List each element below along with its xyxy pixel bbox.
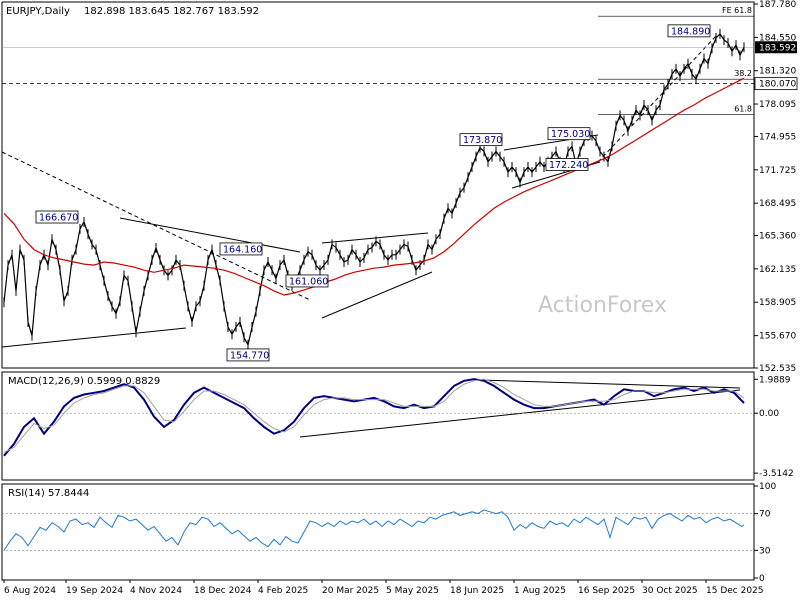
current-price-tag: 183.592 bbox=[755, 41, 797, 54]
price-tag-text: 180.070 bbox=[759, 80, 796, 90]
rsi-panel-frame bbox=[1, 483, 755, 581]
price-annotation: 166.670 bbox=[35, 210, 79, 224]
price-tick-label: 187.780 bbox=[759, 0, 796, 10]
trendline-lower-wedge bbox=[1, 327, 187, 348]
x-tick-label: 5 May 2025 bbox=[386, 586, 439, 596]
price-tick-label: 178.095 bbox=[759, 100, 796, 110]
annotation-text: 166.670 bbox=[39, 213, 78, 224]
price-tag-180070: 180.070 bbox=[754, 77, 798, 91]
x-tick-label: 20 Mar 2025 bbox=[322, 586, 379, 596]
macd-trendline-lower bbox=[299, 389, 741, 438]
annotation-box bbox=[35, 210, 79, 224]
current-price-box bbox=[755, 41, 797, 54]
annotation-text: 184.890 bbox=[671, 26, 710, 37]
macd-signal-series bbox=[3, 378, 745, 453]
x-tick-label: 16 Sep 2025 bbox=[578, 586, 635, 596]
x-tick-label: 1 Aug 2025 bbox=[514, 586, 566, 596]
price-series bbox=[3, 32, 745, 347]
rsi-tick-label: 70 bbox=[759, 510, 771, 520]
price-tick-label: 158.905 bbox=[759, 298, 796, 308]
annotation-text: 172.240 bbox=[549, 160, 588, 171]
annotation-box bbox=[219, 242, 263, 256]
fib-level-label: FE 61.8 bbox=[722, 6, 752, 15]
rsi-title: RSI(14) 57.8444 bbox=[8, 488, 89, 499]
annotation-box bbox=[547, 127, 591, 141]
rsi-tick-label: 30 bbox=[759, 546, 771, 556]
x-tick-label: 18 Dec 2024 bbox=[194, 586, 252, 596]
price-annotation: 161.060 bbox=[285, 274, 329, 288]
macd-tick-label: 0.00 bbox=[759, 409, 779, 419]
price-tag-box bbox=[754, 77, 798, 91]
fib-level-label: 61.8 bbox=[734, 104, 752, 113]
x-tick-label: 30 Oct 2025 bbox=[642, 586, 698, 596]
trendline-dashed-up bbox=[597, 35, 717, 163]
price-annotation: 154.770 bbox=[226, 348, 270, 362]
macd-layer bbox=[2, 378, 754, 457]
ma-series bbox=[3, 77, 745, 296]
axis-layer: 187.780 184.550 181.320 178.095 174.955 171.7… bbox=[3, 0, 798, 596]
macd-trendline-upper bbox=[479, 379, 741, 389]
price-tick-label: 155.670 bbox=[759, 332, 796, 342]
price-panel-frame bbox=[1, 1, 755, 369]
annotation-box bbox=[667, 24, 711, 38]
annotation-box bbox=[226, 348, 270, 362]
price-annotation: 164.160 bbox=[219, 242, 263, 256]
price-annotation: 184.890 bbox=[667, 24, 711, 38]
x-tick-label: 18 Jun 2025 bbox=[450, 586, 504, 596]
x-tick-label: 4 Nov 2024 bbox=[130, 586, 182, 596]
annotation-box bbox=[545, 158, 589, 171]
macd-series bbox=[3, 378, 745, 457]
price-tick-label: 168.495 bbox=[759, 199, 796, 209]
x-tick-label: 4 Feb 2025 bbox=[258, 586, 308, 596]
symbol-label: EURJPY,Daily bbox=[6, 6, 70, 17]
price-tick-label: 174.955 bbox=[759, 132, 796, 142]
x-tick-label: 15 Dec 2025 bbox=[706, 586, 764, 596]
trendline-upper-wedge bbox=[119, 217, 301, 253]
rsi-tick-label: 100 bbox=[759, 482, 776, 492]
rsi-series bbox=[3, 509, 745, 551]
price-tick-label: 165.360 bbox=[759, 232, 796, 242]
macd-panel-frame bbox=[1, 371, 755, 481]
price-layer: FE 61.8 38.2 61.8 166.670 164.160 154.770 161.… bbox=[2, 6, 754, 361]
channel-upper bbox=[321, 232, 429, 244]
current-price-text: 183.592 bbox=[759, 43, 796, 53]
macd-title: MACD(12,26,9) 0.5999 0.8829 bbox=[8, 376, 160, 387]
price-tick-label: 171.725 bbox=[759, 166, 796, 176]
annotation-text: 161.060 bbox=[289, 276, 328, 287]
fib-level-label: 38.2 bbox=[734, 69, 752, 78]
price-annotation: 173.870 bbox=[459, 133, 503, 147]
price-tick-label: 162.135 bbox=[759, 265, 796, 275]
annotation-text: 154.770 bbox=[230, 350, 269, 361]
annotation-text: 164.160 bbox=[223, 244, 262, 255]
ohlc-label: 182.898 183.645 182.767 183.592 bbox=[84, 6, 259, 17]
macd-tick-label: 1.9889 bbox=[759, 375, 791, 385]
rsi-layer bbox=[2, 509, 754, 551]
annotation-text: 173.870 bbox=[463, 135, 502, 146]
macd-tick-label: -3.5142 bbox=[759, 469, 794, 479]
price-tick-label: 181.320 bbox=[759, 67, 796, 77]
annotation-box bbox=[459, 133, 503, 147]
price-annotation: 172.240 bbox=[545, 158, 589, 171]
annotation-text: 175.030 bbox=[551, 129, 590, 140]
price-tick-label: 184.550 bbox=[759, 33, 796, 43]
watermark: ActionForex bbox=[538, 293, 667, 318]
rsi-tick-label: 0 bbox=[759, 574, 765, 584]
price-annotation: 175.030 bbox=[547, 127, 591, 141]
channel-lower bbox=[321, 271, 433, 319]
price-tick-label: 152.535 bbox=[759, 364, 796, 374]
annotation-box bbox=[285, 274, 329, 288]
x-tick-label: 19 Sep 2024 bbox=[66, 586, 123, 596]
x-tick-label: 6 Aug 2024 bbox=[4, 586, 56, 596]
trendline-dashed-down bbox=[1, 151, 311, 301]
